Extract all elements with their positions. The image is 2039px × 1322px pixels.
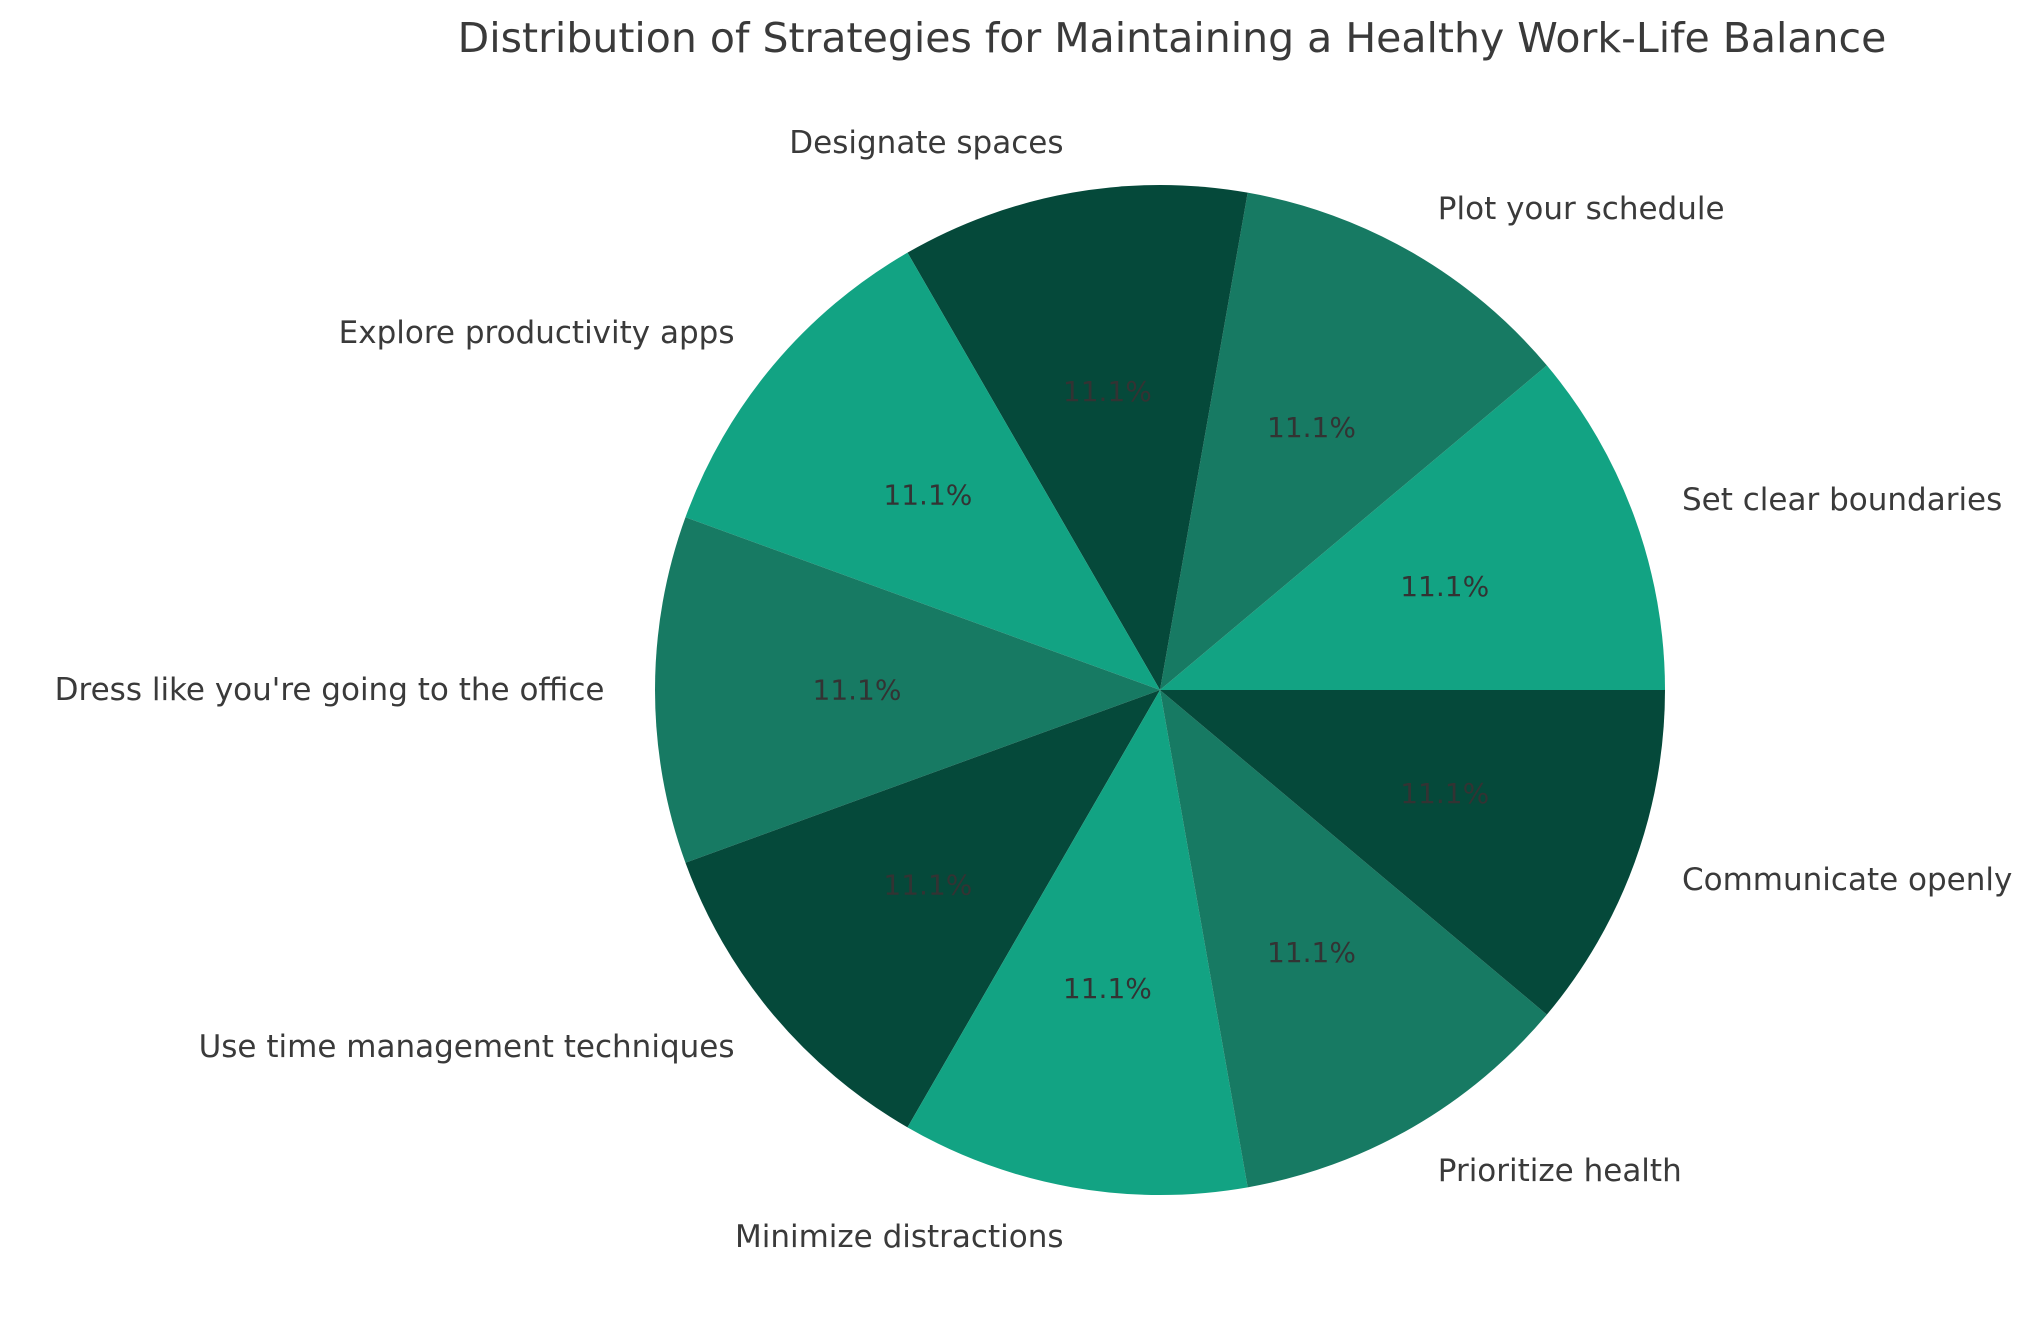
pie-slice-designate-spaces (907, 184, 1248, 690)
pct-label-designate-spaces: 11.1% (1063, 375, 1152, 408)
slice-label-plot-your-schedule: Plot your schedule (1438, 191, 1725, 227)
pct-label-set-clear-boundaries: 11.1% (1400, 570, 1489, 603)
pie-slice-minimize-distractions (907, 690, 1248, 1196)
slice-label-use-time-management-techniques: Use time management techniques (199, 1029, 735, 1065)
pie-slice-explore-productivity-apps (685, 252, 1160, 690)
pct-label-dress-like-you-re-going-to-the-office: 11.1% (813, 674, 902, 707)
chart-title: Distribution of Strategies for Maintaini… (457, 14, 1887, 62)
pie-slice-prioritize-health (1160, 690, 1547, 1188)
pie-slice-dress-like-you-re-going-to-the-office (655, 517, 1160, 863)
pct-label-communicate-openly: 11.1% (1400, 777, 1489, 810)
slice-label-communicate-openly: Communicate openly (1682, 862, 2012, 898)
pct-label-minimize-distractions: 11.1% (1063, 972, 1152, 1005)
pct-label-use-time-management-techniques: 11.1% (883, 868, 972, 901)
slice-label-set-clear-boundaries: Set clear boundaries (1682, 482, 2002, 518)
slice-label-minimize-distractions: Minimize distractions (735, 1219, 1064, 1255)
pie-slice-set-clear-boundaries (1160, 365, 1665, 690)
slice-label-dress-like-you-re-going-to-the-office: Dress like you're going to the office (55, 672, 605, 708)
pie-slice-use-time-management-techniques (685, 690, 1160, 1128)
pct-label-plot-your-schedule: 11.1% (1267, 411, 1356, 444)
pie-slice-plot-your-schedule (1160, 192, 1547, 691)
pct-label-prioritize-health: 11.1% (1267, 936, 1356, 969)
pct-label-explore-productivity-apps: 11.1% (883, 479, 972, 512)
pie-slice-communicate-openly (1160, 690, 1665, 1015)
slice-label-designate-spaces: Designate spaces (789, 125, 1063, 161)
slice-label-explore-productivity-apps: Explore productivity apps (339, 315, 735, 351)
slice-label-prioritize-health: Prioritize health (1438, 1153, 1682, 1189)
